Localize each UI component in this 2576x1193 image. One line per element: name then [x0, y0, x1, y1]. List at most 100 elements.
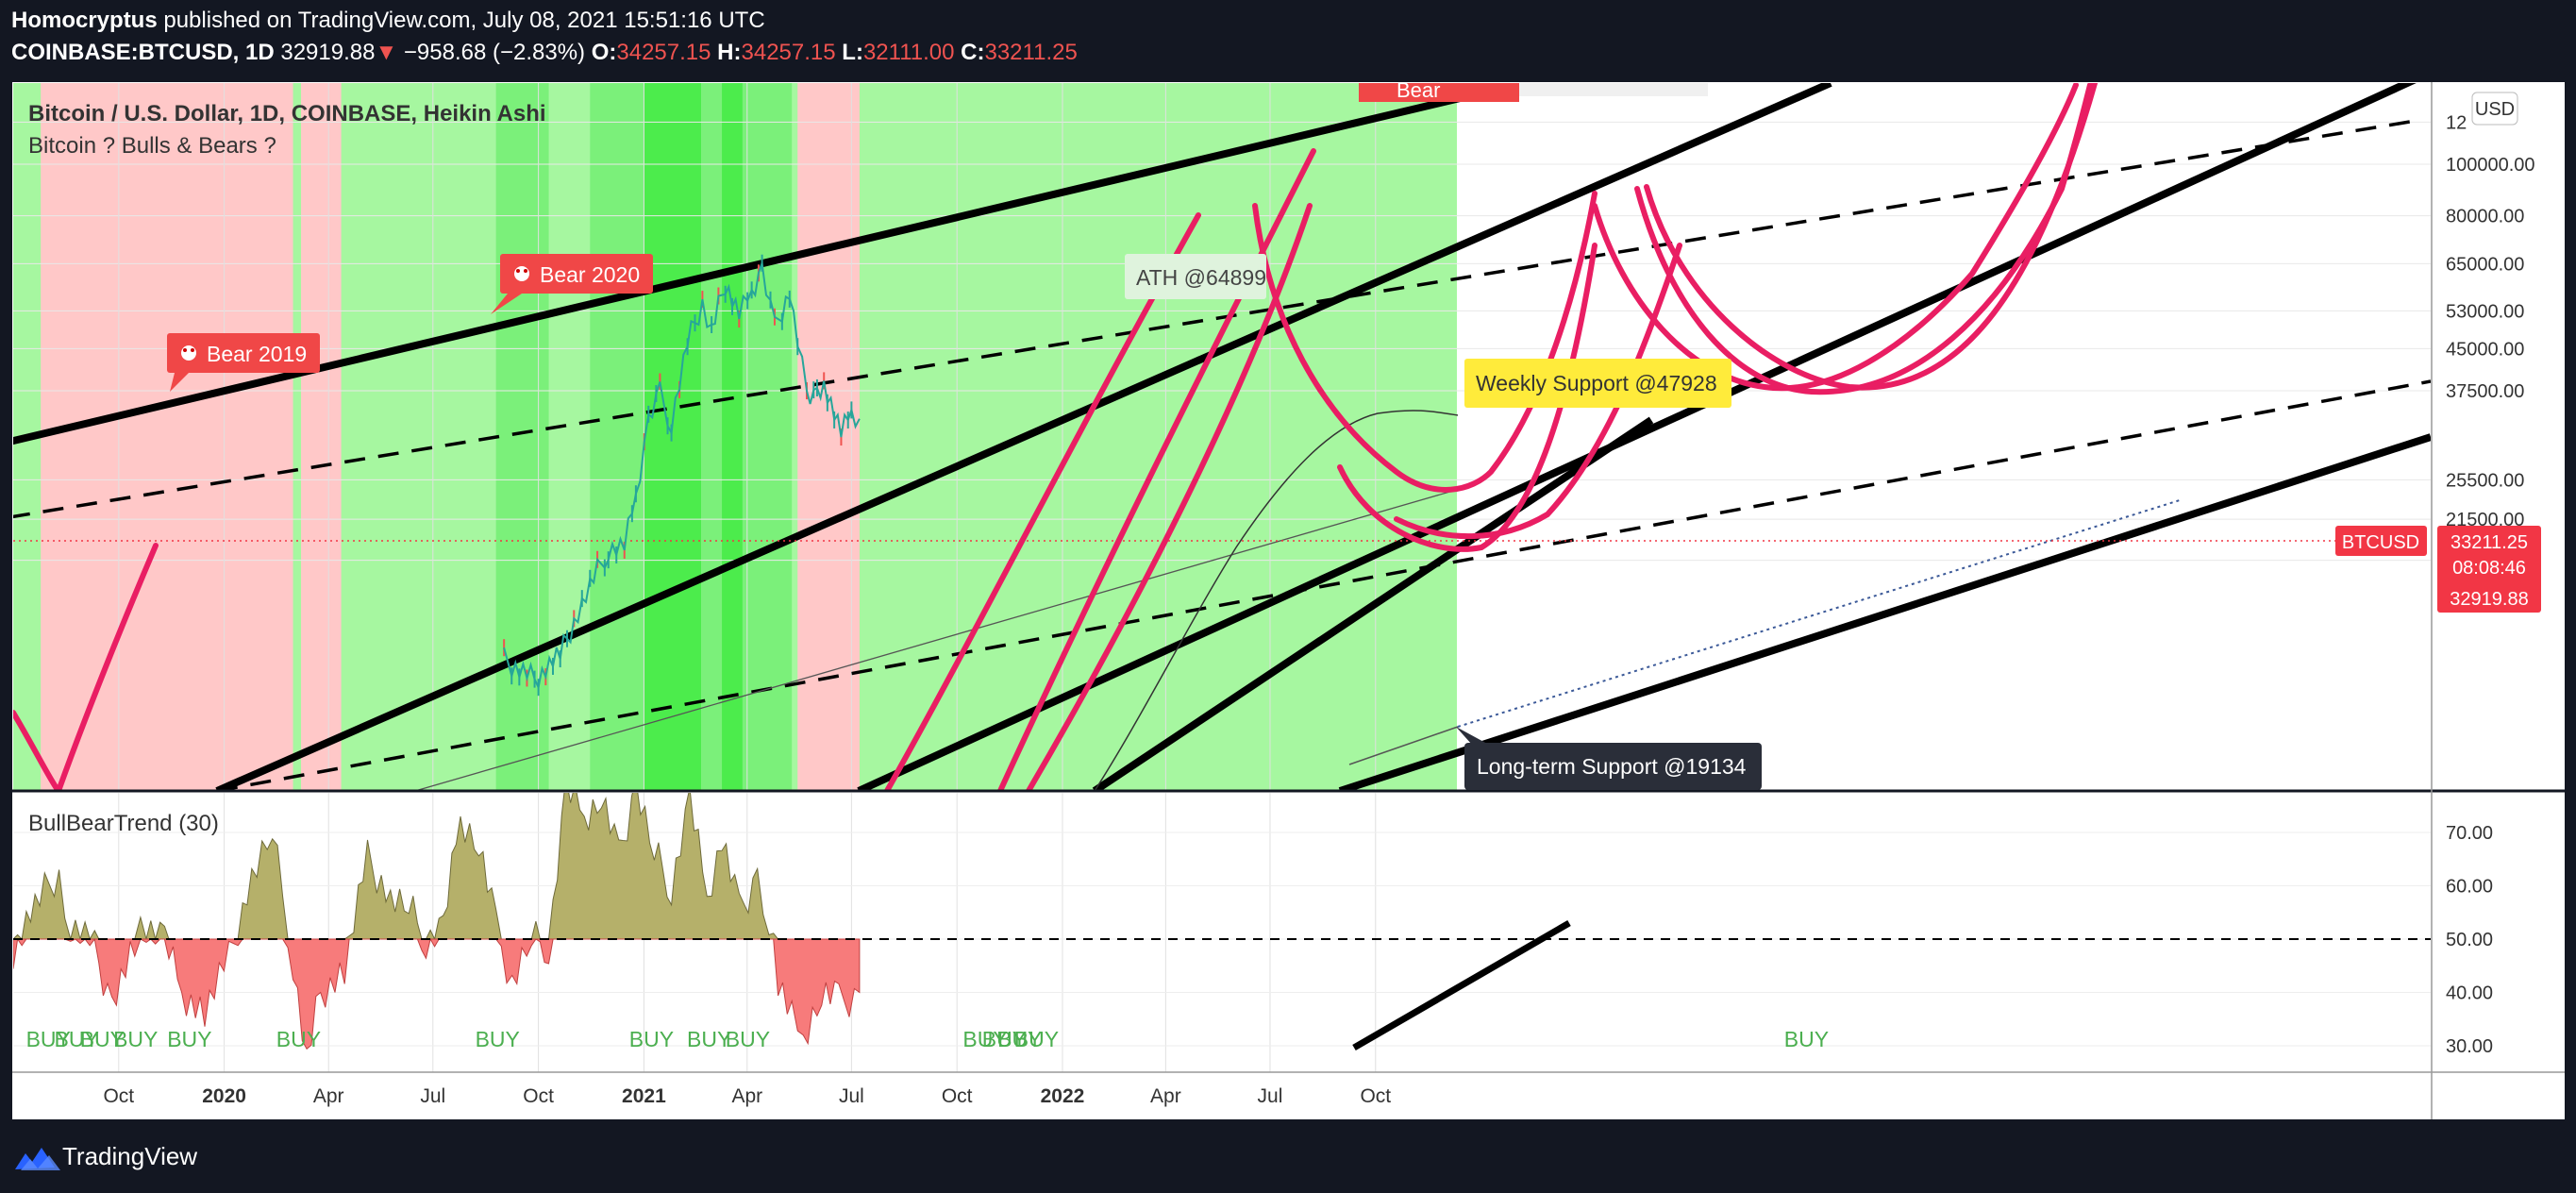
buy-label: BUY [113, 1027, 158, 1051]
drawn-arc-1 [884, 212, 1201, 791]
buy-label: BUY [276, 1027, 321, 1051]
drawn-cup-3 [1394, 243, 1682, 540]
long-term-support-label: Long-term Support @19134 [1477, 754, 1747, 779]
price-line-path [503, 262, 861, 691]
indicator-legend[interactable]: Bitcoin ? Bulls & Bears ? [28, 133, 276, 159]
currency-button[interactable] [2471, 92, 2518, 126]
time-tick-label: Apr [1150, 1085, 1181, 1107]
market-zones [13, 83, 1457, 791]
buy-label: BUY [55, 1027, 99, 1051]
bear-zone [797, 83, 860, 791]
price-tick-label: 21500.00 [2446, 510, 2524, 530]
change-arrow: ▼ [375, 40, 398, 65]
symbol-name[interactable]: COINBASE:BTCUSD, 1D [11, 40, 275, 65]
high-value: 34257.15 [741, 40, 836, 65]
time-tick-label: Jul [839, 1085, 864, 1107]
drawn-arc-left [13, 543, 159, 791]
price-tick-label: 53000.00 [2446, 301, 2524, 322]
oscillator-title[interactable]: BullBearTrend (30) [28, 811, 219, 836]
oscillator-axis-labels: 30.00 40.00 50.00 60.00 70.00 [2446, 823, 2493, 1057]
bull-zone-strong [742, 83, 793, 791]
weekly-support-line [1092, 416, 1654, 791]
bear-icon [181, 345, 196, 361]
countdown-text: 08:08:46 [2452, 558, 2526, 579]
bear-2020-label: Bear 2020 [540, 262, 640, 287]
close-value: 33211.25 [984, 40, 1078, 65]
hand-drawn-curves [13, 83, 2098, 791]
osc-tick-label: 60.00 [2446, 877, 2493, 898]
moving-average-line [1094, 410, 1459, 791]
time-tick-label: Oct [1360, 1085, 1391, 1107]
ath-label: ATH @64899 [1136, 265, 1266, 290]
last-price-text: 32919.88 [2450, 589, 2528, 610]
publish-info: Homocryptus published on TradingView.com… [11, 8, 765, 34]
drawn-cup-1 [1252, 191, 1597, 493]
publisher-name[interactable]: Homocryptus [11, 8, 158, 33]
drawn-cup-6 [1644, 83, 2098, 391]
change-value: −958.68 (−2.83%) [403, 40, 586, 65]
open-value: 34257.15 [616, 40, 711, 65]
buy-label: BUY [1784, 1027, 1829, 1051]
low-label: L: [842, 40, 863, 65]
symbol-tag-text: BTCUSD [2342, 532, 2419, 553]
upper-channel-line [13, 83, 1525, 445]
ath-callout[interactable]: ATH @64899 [1125, 254, 1266, 299]
symbol-tag [2335, 526, 2427, 556]
dotted-projection-line [1457, 499, 2181, 728]
tradingview-logo-icon[interactable] [13, 1144, 62, 1172]
tradingview-brand[interactable]: TradingView [62, 1142, 198, 1170]
bull-zone-strong [722, 83, 743, 791]
currency-label: USD [2475, 99, 2515, 120]
time-tick-label: Apr [731, 1085, 762, 1107]
bear-2019-callout[interactable]: Bear 2019 [167, 333, 320, 392]
price-tick-label: 65000.00 [2446, 254, 2524, 275]
bull-zone-strong [495, 83, 549, 791]
time-tick-label: 2021 [622, 1085, 666, 1107]
bull-zone-strong [590, 83, 644, 791]
mid-channel-line [215, 83, 1832, 791]
bear-zone [41, 83, 293, 791]
last-price-tag [2437, 582, 2541, 613]
open-label: O: [591, 40, 617, 65]
footer [0, 1129, 2576, 1193]
bear-2019-label: Bear 2019 [207, 342, 307, 366]
close-price-text: 33211.25 [2451, 532, 2528, 553]
price-tick-label: 80000.00 [2446, 207, 2524, 227]
buy-label: BUY [726, 1027, 770, 1051]
buy-label: BUY [687, 1027, 731, 1051]
price-tick-label: 100000.00 [2446, 155, 2535, 176]
symbol-info: COINBASE:BTCUSD, 1D 32919.88▼ −958.68 (−… [11, 40, 1078, 66]
bull-zone-strong [701, 83, 723, 791]
weekly-support-callout[interactable]: Weekly Support @47928 [1464, 359, 1731, 408]
buy-label: BUY [1014, 1027, 1059, 1051]
bull-zone-strong [644, 83, 702, 791]
time-tick-label: Oct [523, 1085, 554, 1107]
time-tick-label: 2022 [1041, 1085, 1085, 1107]
weekly-support-label: Weekly Support @47928 [1476, 371, 1717, 395]
thin-trendline [414, 490, 1454, 791]
buy-label: BUY [962, 1027, 1007, 1051]
btc-price-series [503, 254, 861, 697]
published-text: published on TradingView.com, July 08, 2… [157, 8, 765, 33]
drawn-arc-3 [1026, 203, 1313, 791]
last-price: 32919.88 [280, 40, 376, 65]
buy-label: BUY [982, 1027, 1027, 1051]
time-tick-label: Apr [313, 1085, 344, 1107]
buy-label: BUY [26, 1027, 71, 1051]
bull-area [13, 793, 860, 941]
osc-tick-label: 50.00 [2446, 930, 2493, 950]
bear-2020-callout[interactable]: Bear 2020 [491, 254, 653, 314]
drawn-arc-2 [997, 148, 1316, 791]
time-tick-label: Jul [1258, 1085, 1283, 1107]
chart-title[interactable]: Bitcoin / U.S. Dollar, 1D, COINBASE, Hei… [28, 101, 546, 126]
time-axis[interactable] [12, 1072, 2565, 1119]
long-term-support-callout[interactable]: Long-term Support @19134 [1456, 727, 1762, 790]
high-label: H: [717, 40, 742, 65]
time-axis-labels: Oct 2020 Apr Jul Oct 2021 Apr Jul Oct 2022 Apr Jul O… [103, 1085, 1391, 1107]
time-tick-label: Jul [420, 1085, 445, 1107]
lower-channel-line [1338, 433, 2431, 791]
buy-label: BUY [80, 1027, 125, 1051]
bear-2021-callout[interactable]: Bear [1359, 78, 1708, 102]
